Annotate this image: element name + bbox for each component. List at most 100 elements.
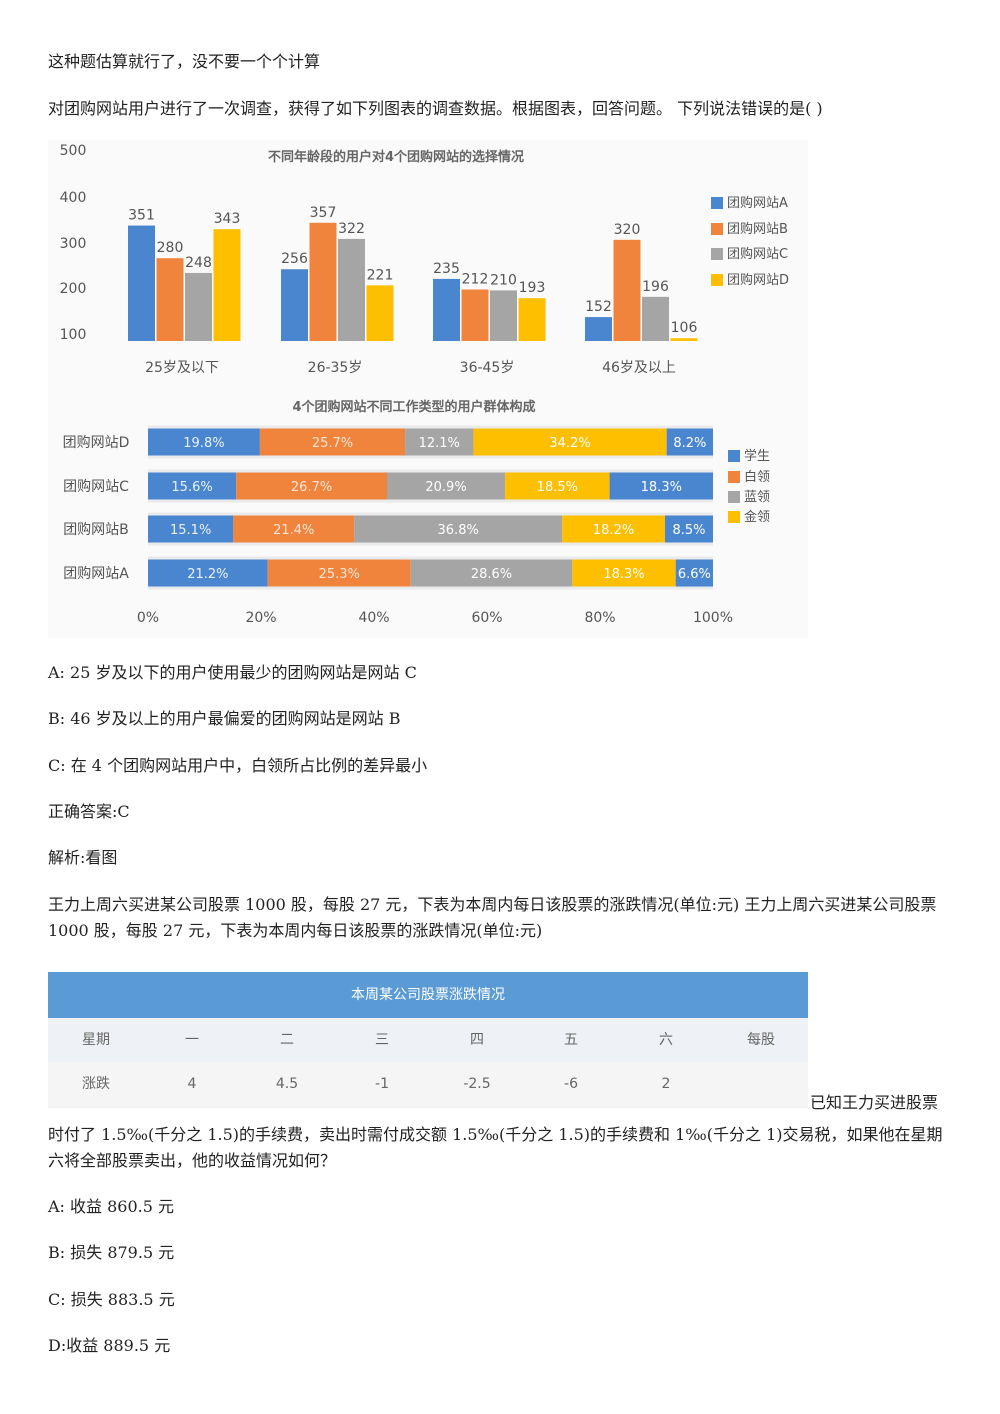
table-header-cell: 六 — [659, 1032, 673, 1048]
chart1-bar — [613, 239, 641, 341]
chart2-category-label: 团购网站B — [63, 522, 129, 538]
chart1-bar — [281, 269, 308, 341]
chart2-legend-swatch — [728, 511, 740, 523]
chart2-legend-label: 白领 — [744, 469, 770, 485]
chart2-legend-label: 蓝领 — [744, 490, 770, 505]
stock-table-title: 本周某公司股票涨跌情况 — [351, 987, 505, 1003]
chart2-title: 4个团购网站不同工作类型的用户群体构成 — [292, 399, 535, 415]
chart2-segment — [473, 428, 667, 456]
chart1-data-label: 210 — [490, 272, 517, 288]
chart2-segment — [259, 428, 406, 456]
q1-option-a: A: 25 岁及以下的用户使用最少的团购网站是网站 C — [48, 663, 417, 682]
chart1-bar — [128, 225, 155, 341]
chart2-segment-label: 34.2% — [549, 436, 590, 451]
stock-table-data-row: 涨跌 4 4.5 -1 -2.5 -6 2 — [48, 1062, 808, 1106]
chart2-segment-label: 8.5% — [672, 523, 705, 538]
chart1-data-label: 196 — [642, 279, 669, 295]
chart2-segment — [675, 559, 713, 587]
table-cell: -2.5 — [463, 1076, 491, 1092]
chart1-y-tick: 400 — [60, 190, 87, 206]
chart2-segment-label: 12.1% — [419, 436, 460, 451]
chart2-segment-label: 20.9% — [425, 480, 466, 495]
chart1-y-tick: 300 — [60, 236, 87, 252]
chart1-data-label: 212 — [462, 271, 489, 287]
chart1-data-label: 106 — [671, 320, 698, 336]
chart1-y-tick: 500 — [60, 143, 87, 159]
table-header-cell: 星期 — [82, 1032, 110, 1048]
chart1-legend-swatch — [711, 223, 723, 235]
chart2-segment-label: 18.3% — [603, 567, 644, 582]
chart1-legend-label: 团购网站D — [727, 272, 789, 288]
chart1-legend-swatch — [711, 197, 723, 209]
table-header-cell: 五 — [564, 1032, 578, 1048]
chart1-bar — [585, 317, 612, 341]
chart2-segment — [609, 472, 713, 500]
table-header-cell: 四 — [470, 1032, 484, 1048]
chart1-legend-label: 团购网站C — [727, 246, 788, 262]
q1-option-b: B: 46 岁及以上的用户最偏爱的团购网站是网站 B — [48, 709, 401, 728]
chart2-segment — [148, 428, 260, 456]
chart2-segment-label: 6.6% — [678, 567, 711, 582]
table-cell: -1 — [375, 1076, 389, 1092]
chart2-segment — [405, 428, 474, 456]
question-2-stem-inline: 已知王力买进股票 — [810, 1093, 939, 1112]
chart1-category-label: 46岁及以上 — [602, 360, 676, 376]
chart2-segment — [148, 472, 237, 500]
chart2-segment-label: 18.3% — [641, 480, 682, 495]
chart1-bar — [670, 338, 698, 341]
q2-option-a: A: 收益 860.5 元 — [48, 1197, 175, 1216]
stock-table-header-row: 星期 一 二 三 四 五 六 每股 — [48, 1018, 808, 1062]
chart2-segment-label: 25.7% — [312, 436, 353, 451]
chart1-title: 不同年龄段的用户对4个团购网站的选择情况 — [268, 149, 524, 165]
chart2-segment — [236, 472, 387, 500]
chart1-data-label: 351 — [128, 208, 155, 224]
chart2-segment-label: 18.2% — [593, 523, 634, 538]
chart2-segment-label: 21.4% — [273, 523, 314, 538]
chart1-category-label: 26-35岁 — [308, 360, 363, 376]
chart1-y-tick: 200 — [60, 281, 87, 297]
chart2-segment — [148, 559, 268, 587]
chart1-data-label: 152 — [585, 299, 612, 315]
table-header-cell: 三 — [375, 1032, 389, 1048]
chart2-category-label: 团购网站C — [63, 479, 129, 495]
chart1-data-label: 193 — [519, 280, 546, 296]
chart1-legend-label: 团购网站A — [727, 195, 788, 211]
chart1-y-tick: 100 — [60, 327, 87, 343]
chart1-legend-label: 团购网站B — [727, 221, 788, 237]
chart2-segment — [233, 515, 355, 543]
chart1-data-label: 357 — [310, 205, 337, 221]
chart2-segment-label: 21.2% — [187, 567, 228, 582]
question-2-stem: 王力上周六买进某公司股票 1000 股，每股 27 元，下表为本周内每日该股票的… — [48, 895, 937, 940]
chart2-segment-label: 18.5% — [537, 480, 578, 495]
chart1-bar — [642, 296, 669, 341]
chart2-segment — [410, 559, 573, 587]
q1-option-c: C: 在 4 个团购网站用户中，白领所占比例的差异最小 — [48, 756, 428, 775]
chart2-segment — [562, 515, 665, 543]
chart2-x-tick: 20% — [245, 610, 276, 626]
chart2-segment-label: 19.8% — [183, 436, 224, 451]
table-cell — [721, 1062, 801, 1106]
chart2-segment — [666, 428, 713, 456]
table-header-cell: 二 — [280, 1032, 294, 1048]
table-header-cell: 每股 — [747, 1032, 775, 1048]
table-cell: 4.5 — [275, 1076, 299, 1092]
chart2-segment — [267, 559, 411, 587]
chart1-data-label: 343 — [214, 211, 241, 227]
chart2-legend-label: 金领 — [744, 509, 770, 525]
chart1-category-label: 36-45岁 — [460, 360, 515, 376]
chart1-data-label: 320 — [614, 222, 641, 238]
chart2-segment — [664, 515, 713, 543]
chart1-bar — [461, 289, 489, 341]
chart2-segment — [572, 559, 676, 587]
chart1-bar — [490, 290, 517, 341]
chart2-x-tick: 80% — [584, 610, 615, 626]
table-cell: 涨跌 — [82, 1076, 110, 1092]
chart1-bar — [433, 278, 460, 341]
chart2-legend-swatch — [728, 450, 740, 462]
chart2-segment-label: 8.2% — [673, 436, 706, 451]
chart2-category-label: 团购网站A — [63, 566, 129, 582]
q2-option-d: D:收益 889.5 元 — [48, 1336, 171, 1355]
question-1-stem: 对团购网站用户进行了一次调查，获得了如下列图表的调查数据。根据图表，回答问题。 … — [48, 99, 823, 118]
chart2-segment-label: 25.3% — [319, 567, 360, 582]
chart1-bar — [213, 229, 241, 341]
